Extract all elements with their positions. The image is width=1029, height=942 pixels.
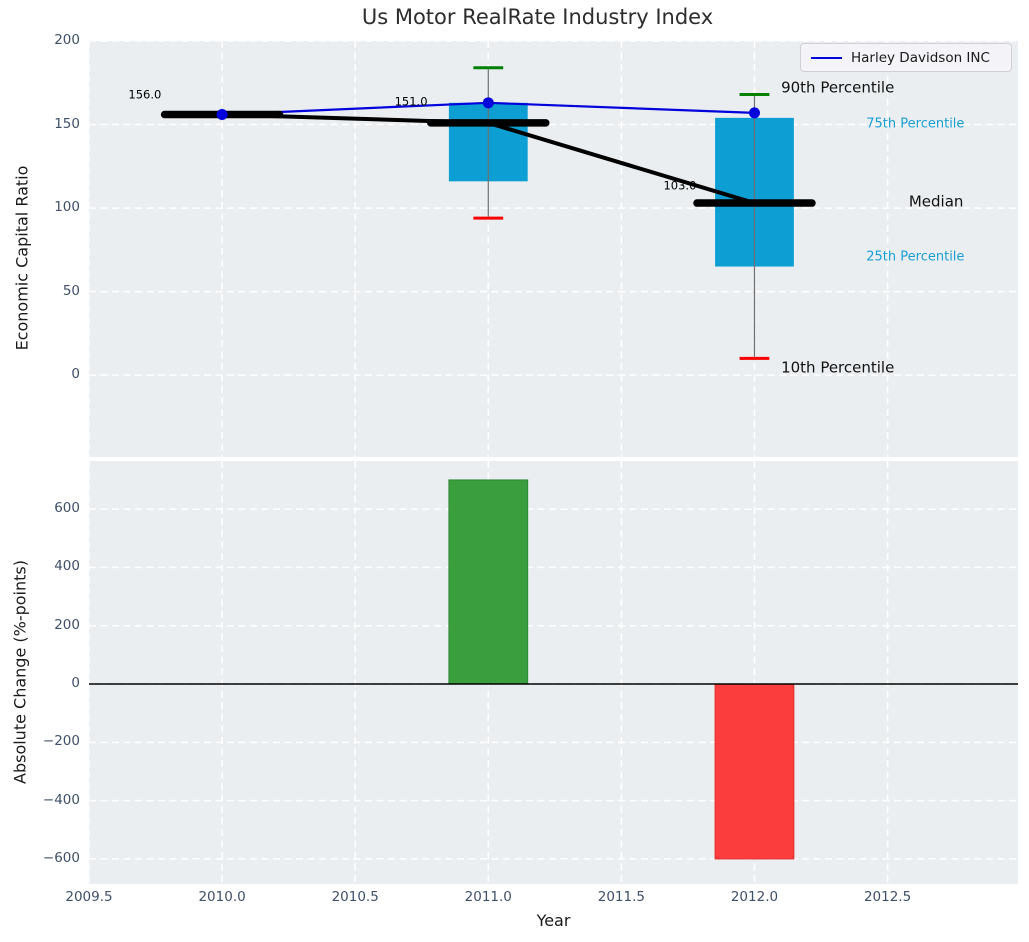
x-tick-label: 2012.5 bbox=[863, 889, 912, 905]
legend: Harley Davidson INC bbox=[800, 43, 1012, 72]
y-axis-label-bottom: Absolute Change (%-points) bbox=[10, 560, 30, 784]
x-tick-label: 2012.0 bbox=[730, 889, 779, 905]
y-tick-label-bottom: −600 bbox=[42, 850, 80, 867]
top-panel-background bbox=[89, 41, 1018, 457]
y-tick-label-top: 100 bbox=[54, 199, 80, 216]
positive-change-bar bbox=[448, 479, 529, 685]
x-tick-label: 2010.5 bbox=[331, 889, 379, 905]
x-tick-label: 2010.0 bbox=[198, 889, 246, 905]
x-tick-label: 2011.5 bbox=[597, 889, 645, 905]
y-tick-label-bottom: 400 bbox=[54, 558, 80, 575]
bottom-panel-background bbox=[89, 461, 1018, 884]
y-tick-label-bottom: 0 bbox=[71, 675, 80, 692]
chart-title: Us Motor RealRate Industry Index bbox=[361, 5, 714, 29]
percentile-annotation: 25th Percentile bbox=[866, 249, 965, 265]
company-point bbox=[482, 97, 494, 109]
y-axis-label-top: Economic Capital Ratio bbox=[12, 165, 32, 351]
legend-line-sample bbox=[811, 56, 842, 59]
y-tick-label-bottom: 600 bbox=[54, 500, 80, 517]
percentile-annotation: Median bbox=[908, 192, 964, 211]
y-tick-label-top: 50 bbox=[62, 282, 80, 299]
median-value-label: 151.0 bbox=[394, 94, 428, 109]
median-value-label: 156.0 bbox=[128, 87, 162, 102]
x-tick-label: 2009.5 bbox=[65, 889, 113, 905]
percentile-annotation: 10th Percentile bbox=[781, 357, 895, 376]
y-tick-label-top: 150 bbox=[54, 115, 80, 132]
legend-label: Harley Davidson INC bbox=[851, 49, 990, 66]
x-tick-label: 2011.0 bbox=[464, 889, 512, 905]
company-point bbox=[748, 107, 760, 119]
y-tick-label-bottom: 200 bbox=[54, 616, 80, 633]
percentile-annotation: 90th Percentile bbox=[781, 78, 895, 97]
y-tick-label-top: 200 bbox=[54, 32, 80, 49]
median-value-label: 103.0 bbox=[663, 178, 697, 193]
percentile-annotation: 75th Percentile bbox=[866, 116, 965, 132]
x-axis-label: Year bbox=[536, 911, 571, 930]
negative-change-bar bbox=[714, 683, 795, 860]
y-tick-label-bottom: −400 bbox=[42, 791, 80, 808]
y-tick-label-top: 0 bbox=[71, 366, 80, 383]
company-point bbox=[216, 109, 228, 121]
y-tick-label-bottom: −200 bbox=[42, 733, 80, 750]
